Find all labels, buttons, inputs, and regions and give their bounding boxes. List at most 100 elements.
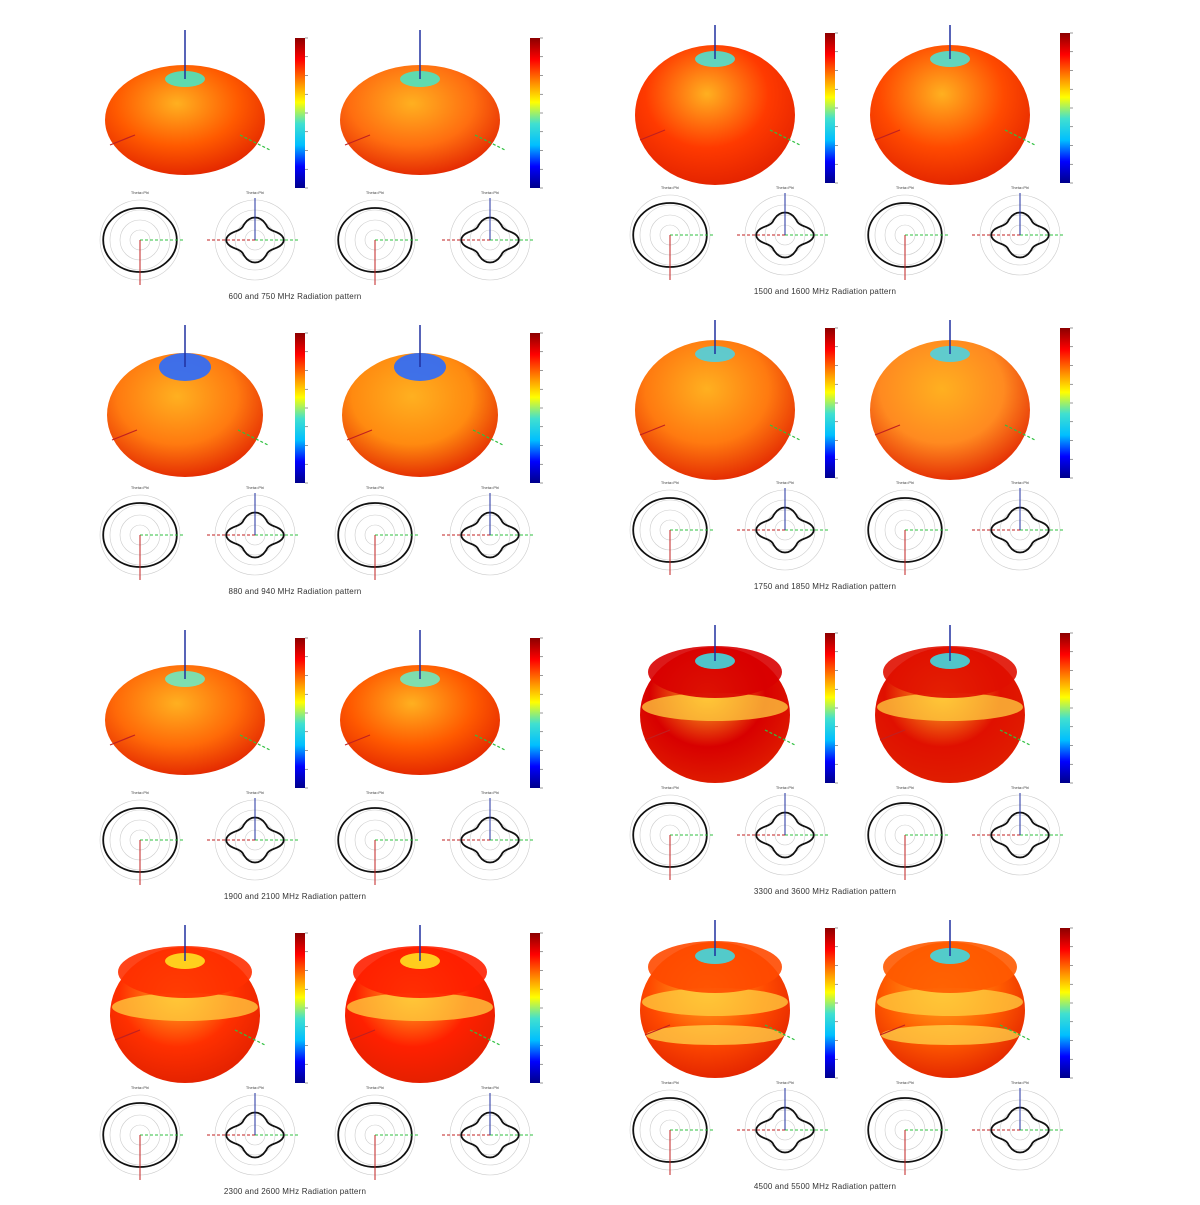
polar-plot: Theta=Phi <box>442 485 535 576</box>
radiation-3d-pattern <box>345 925 501 1083</box>
polar-title: Theta=Phi <box>131 485 149 490</box>
polar-plot: Theta=Phi <box>207 1085 300 1176</box>
polar-plot: Theta=Phi <box>334 485 420 580</box>
colorbar <box>825 328 835 478</box>
polar-title: Theta=Phi <box>481 190 499 195</box>
polar-title: Theta=Phi <box>776 1080 794 1085</box>
polar-title: Theta=Phi <box>661 480 679 485</box>
polar-plot: Theta=Phi <box>334 790 420 885</box>
polar-plot: Theta=Phi <box>99 790 185 885</box>
colorbar <box>825 33 835 183</box>
polar-title: Theta=Phi <box>481 485 499 490</box>
radiation-pattern-panel: Theta=Phi Theta=Phi Theta=Phi Theta=Phi 2300… <box>85 925 645 1205</box>
polar-plot: Theta=Phi <box>972 185 1065 276</box>
polar-title: Theta=Phi <box>131 790 149 795</box>
radiation-3d-pattern <box>340 630 506 775</box>
panel-caption: 600 and 750 MHz Radiation pattern <box>228 292 362 301</box>
polar-plot: Theta=Phi <box>972 480 1065 571</box>
radiation-3d-pattern <box>105 30 271 175</box>
pattern-graphics: Theta=Phi Theta=Phi Theta=Phi Theta=Phi <box>99 630 543 885</box>
colorbar <box>1060 328 1070 478</box>
polar-plot: Theta=Phi <box>207 790 300 881</box>
radiation-3d-pattern <box>640 920 796 1078</box>
polar-plot: Theta=Phi <box>972 785 1065 876</box>
panel-caption: 1900 and 2100 MHz Radiation pattern <box>223 892 367 901</box>
colorbar <box>295 333 305 483</box>
polar-title: Theta=Phi <box>481 790 499 795</box>
radiation-3d-pattern <box>635 25 801 185</box>
polar-title: Theta=Phi <box>661 185 679 190</box>
polar-title: Theta=Phi <box>246 790 264 795</box>
radiation-pattern-panel: Theta=Phi Theta=Phi Theta=Phi Theta=Phi 3300… <box>615 625 1175 905</box>
radiation-3d-pattern <box>640 625 796 783</box>
panel-caption: 1500 and 1600 MHz Radiation pattern <box>753 287 897 296</box>
panel-caption: 2300 and 2600 MHz Radiation pattern <box>223 1187 367 1196</box>
colorbar <box>1060 33 1070 183</box>
polar-plot: Theta=Phi <box>864 185 950 280</box>
polar-title: Theta=Phi <box>366 485 384 490</box>
colorbar <box>530 38 540 188</box>
polar-plot: Theta=Phi <box>334 1085 420 1180</box>
polar-title: Theta=Phi <box>246 1085 264 1090</box>
colorbar <box>295 933 305 1083</box>
polar-title: Theta=Phi <box>1011 785 1029 790</box>
polar-plot: Theta=Phi <box>334 190 420 285</box>
radiation-pattern-panel: Theta=Phi Theta=Phi Theta=Phi Theta=Phi 4500… <box>615 920 1175 1200</box>
polar-title: Theta=Phi <box>246 485 264 490</box>
pattern-graphics: Theta=Phi Theta=Phi Theta=Phi Theta=Phi <box>99 30 543 285</box>
radiation-3d-pattern <box>875 625 1031 783</box>
polar-plot: Theta=Phi <box>864 785 950 880</box>
pattern-graphics: Theta=Phi Theta=Phi Theta=Phi Theta=Phi <box>629 320 1073 575</box>
pattern-graphics: Theta=Phi Theta=Phi Theta=Phi Theta=Phi <box>629 625 1073 880</box>
polar-plot: Theta=Phi <box>442 790 535 881</box>
polar-plot: Theta=Phi <box>737 480 830 571</box>
radiation-3d-pattern <box>870 320 1036 480</box>
panel-caption: 3300 and 3600 MHz Radiation pattern <box>753 887 897 896</box>
colorbar <box>1060 633 1070 783</box>
polar-plot: Theta=Phi <box>864 1080 950 1175</box>
polar-plot: Theta=Phi <box>737 1080 830 1171</box>
polar-title: Theta=Phi <box>776 785 794 790</box>
polar-title: Theta=Phi <box>1011 185 1029 190</box>
polar-plot: Theta=Phi <box>629 185 715 280</box>
polar-plot: Theta=Phi <box>442 190 535 281</box>
polar-title: Theta=Phi <box>896 785 914 790</box>
polar-title: Theta=Phi <box>246 190 264 195</box>
pattern-graphics: Theta=Phi Theta=Phi Theta=Phi Theta=Phi <box>99 325 543 580</box>
colorbar <box>295 638 305 788</box>
polar-plot: Theta=Phi <box>99 1085 185 1180</box>
pattern-graphics: Theta=Phi Theta=Phi Theta=Phi Theta=Phi <box>99 925 543 1180</box>
polar-plot: Theta=Phi <box>99 485 185 580</box>
polar-title: Theta=Phi <box>366 1085 384 1090</box>
pattern-graphics: Theta=Phi Theta=Phi Theta=Phi Theta=Phi <box>629 25 1073 280</box>
radiation-3d-pattern <box>870 25 1036 185</box>
colorbar <box>1060 928 1070 1078</box>
polar-title: Theta=Phi <box>661 785 679 790</box>
polar-title: Theta=Phi <box>366 190 384 195</box>
radiation-3d-pattern <box>635 320 801 480</box>
colorbar <box>530 638 540 788</box>
radiation-pattern-panel: Theta=Phi Theta=Phi Theta=Phi Theta=Phi 600 … <box>85 30 645 310</box>
colorbar <box>295 38 305 188</box>
panel-caption: 1750 and 1850 MHz Radiation pattern <box>753 582 897 591</box>
polar-plot: Theta=Phi <box>864 480 950 575</box>
polar-title: Theta=Phi <box>776 185 794 190</box>
pattern-graphics: Theta=Phi Theta=Phi Theta=Phi Theta=Phi <box>629 920 1073 1175</box>
radiation-pattern-panel: Theta=Phi Theta=Phi Theta=Phi Theta=Phi 1500… <box>615 25 1175 305</box>
radiation-3d-pattern <box>105 630 271 775</box>
polar-plot: Theta=Phi <box>207 190 300 281</box>
polar-title: Theta=Phi <box>481 1085 499 1090</box>
polar-title: Theta=Phi <box>1011 1080 1029 1085</box>
polar-plot: Theta=Phi <box>629 785 715 880</box>
polar-title: Theta=Phi <box>776 480 794 485</box>
radiation-pattern-panel: Theta=Phi Theta=Phi Theta=Phi Theta=Phi 1900… <box>85 630 645 910</box>
polar-plot: Theta=Phi <box>737 185 830 276</box>
polar-plot: Theta=Phi <box>207 485 300 576</box>
radiation-3d-pattern <box>110 925 266 1083</box>
radiation-3d-pattern <box>875 920 1031 1078</box>
polar-title: Theta=Phi <box>661 1080 679 1085</box>
polar-title: Theta=Phi <box>131 1085 149 1090</box>
polar-title: Theta=Phi <box>1011 480 1029 485</box>
polar-plot: Theta=Phi <box>629 480 715 575</box>
polar-title: Theta=Phi <box>366 790 384 795</box>
